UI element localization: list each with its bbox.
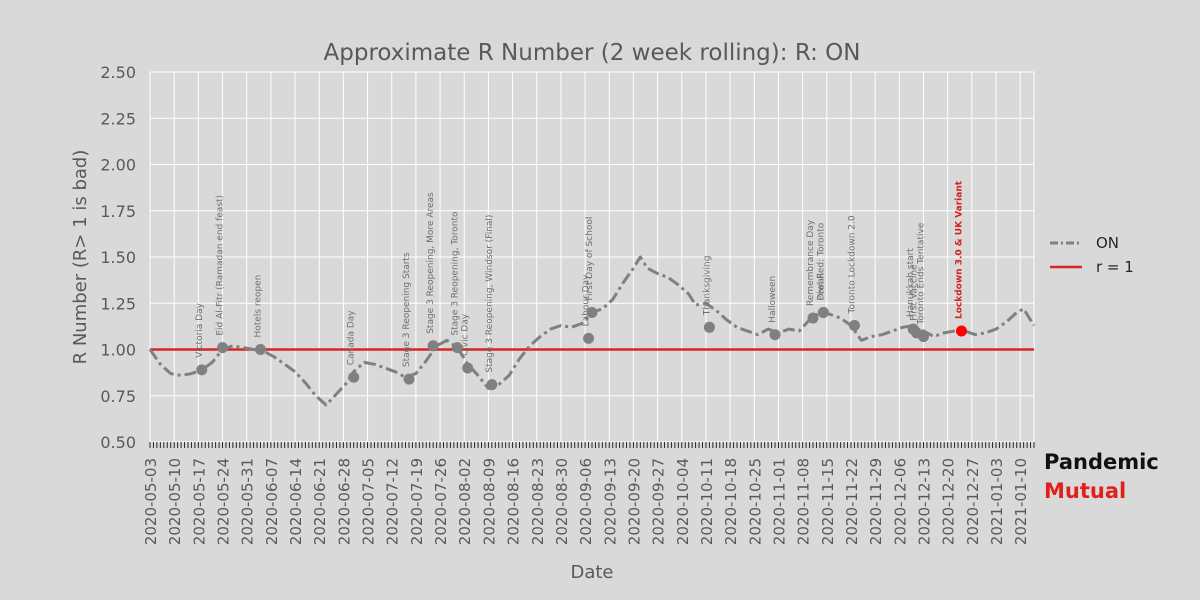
- y-tick-label: 0.75: [100, 387, 136, 406]
- x-tick-label: 2020-10-04: [674, 458, 692, 545]
- event-label: Remembrance Day: [806, 219, 816, 306]
- event-label: Eid Al-Fitr (Ramadan end feast): [216, 195, 226, 336]
- x-tick-label: 2020-05-10: [166, 458, 184, 545]
- x-tick-label: 2020-05-31: [239, 458, 257, 545]
- event-marker: [703, 321, 715, 333]
- event-label: Hanukkah start: [906, 248, 916, 317]
- legend-label: ON: [1096, 234, 1119, 252]
- event-label: Stage 3 Reopening, More Areas: [426, 192, 436, 334]
- x-tick-label: 2021-01-10: [1012, 458, 1030, 545]
- x-tick-label: 2020-09-27: [650, 458, 668, 545]
- x-tick-label: 2020-05-17: [190, 458, 208, 545]
- x-tick-label: 2020-11-15: [819, 458, 837, 545]
- x-tick-label: 2020-07-12: [384, 458, 402, 545]
- event-marker: [427, 340, 439, 352]
- x-tick-label: 2020-10-11: [698, 458, 716, 545]
- x-tick-label: 2020-08-16: [505, 458, 523, 545]
- y-axis-label: R Number (R> 1 is bad): [70, 150, 91, 365]
- x-tick-label: 2020-09-06: [577, 458, 595, 545]
- x-tick-label: 2020-07-26: [432, 458, 450, 545]
- x-tick-label: 2020-12-13: [916, 458, 934, 545]
- x-tick-label: 2020-12-20: [940, 458, 958, 545]
- event-marker: [848, 319, 860, 331]
- x-tick-label: 2020-12-06: [891, 458, 909, 545]
- event-marker: [807, 312, 819, 324]
- y-tick-label: 2.00: [100, 156, 136, 175]
- x-tick-label: 2020-10-18: [722, 458, 740, 545]
- event-label: Hotels reopen: [254, 275, 264, 338]
- event-label: Canada Day: [347, 310, 357, 366]
- event-label: Toronto Lockdown 2.0: [847, 215, 857, 314]
- event-label: Civic Day: [461, 313, 471, 356]
- x-tick-label: 2020-09-20: [625, 458, 643, 545]
- event-marker: [217, 342, 229, 354]
- event-label: First Day of School: [585, 217, 595, 301]
- event-label: Labour Day: [582, 274, 592, 326]
- event-label: Toronto Ends Tentative: [917, 222, 927, 325]
- x-tick-label: 2021-01-03: [988, 458, 1006, 545]
- event-marker: [486, 379, 498, 391]
- event-label: First Vaccine: [910, 264, 920, 321]
- y-tick-label: 1.25: [100, 294, 136, 313]
- event-marker: [462, 362, 474, 374]
- x-tick-label: 2020-11-29: [867, 458, 885, 545]
- event-marker: [196, 364, 208, 376]
- x-tick-label: 2020-07-05: [360, 458, 378, 545]
- chart-title: Approximate R Number (2 week rolling): R…: [324, 40, 861, 66]
- x-tick-label: 2020-08-09: [480, 458, 498, 545]
- event-label: Peel Red: Toronto: [816, 222, 826, 300]
- x-tick-label: 2020-11-22: [843, 458, 861, 545]
- event-label: Diwali: [816, 273, 826, 300]
- x-tick-label: 2020-06-14: [287, 458, 305, 545]
- x-axis-label: Date: [570, 562, 613, 583]
- event-label: Stage 3 Reopening, Toronto: [450, 211, 460, 336]
- event-marker: [918, 331, 929, 343]
- event-label: Halloween: [768, 276, 778, 323]
- event-marker: [348, 371, 360, 383]
- legend-label: r = 1: [1096, 258, 1134, 276]
- event-marker: [769, 329, 781, 341]
- x-tick-label: 2020-05-03: [142, 458, 160, 545]
- x-tick-label: 2020-12-27: [964, 458, 982, 545]
- x-tick-label: 2020-11-08: [795, 458, 813, 545]
- x-tick-label: 2020-08-23: [529, 458, 547, 545]
- event-marker: [817, 307, 829, 318]
- event-marker: [451, 342, 463, 354]
- x-tick-label: 2020-07-19: [408, 458, 426, 545]
- y-tick-label: 1.75: [100, 202, 136, 221]
- event-label: Thanksgiving: [702, 256, 712, 317]
- x-tick-label: 2020-06-21: [311, 458, 329, 545]
- brand-line1: Pandemic: [1044, 450, 1159, 474]
- event-label: Stage 3 Reopening Starts: [402, 252, 412, 367]
- y-tick-label: 2.50: [100, 63, 136, 82]
- x-tick-label: 2020-10-25: [746, 458, 764, 545]
- event-marker: [403, 373, 415, 385]
- event-label: Victoria Day: [195, 302, 205, 357]
- x-tick-label: 2020-08-30: [553, 458, 571, 545]
- event-label: Lockdown 3.0 & UK Variant: [954, 180, 964, 319]
- event-label: Stage 3 Reopening, Windsor (Final): [485, 215, 495, 373]
- x-tick-label: 2020-06-28: [335, 458, 353, 545]
- event-marker: [255, 344, 266, 355]
- event-marker: [583, 332, 595, 344]
- x-tick-label: 2020-09-13: [601, 458, 619, 545]
- event-marker: [955, 325, 967, 337]
- x-tick-label: 2020-11-01: [770, 458, 788, 545]
- y-tick-label: 0.50: [100, 433, 136, 452]
- y-tick-label: 1.50: [100, 248, 136, 267]
- series-line-on: [148, 255, 1036, 407]
- brand-line2: Mutual: [1044, 479, 1127, 503]
- y-tick-label: 1.00: [100, 341, 136, 360]
- event-marker: [586, 307, 598, 318]
- x-tick-label: 2020-06-07: [263, 458, 281, 545]
- x-tick-label: 2020-08-02: [456, 458, 474, 545]
- y-tick-label: 2.25: [100, 109, 136, 128]
- brand-logo: Pandemic Mutual: [1044, 448, 1159, 506]
- x-tick-label: 2020-05-24: [215, 458, 233, 545]
